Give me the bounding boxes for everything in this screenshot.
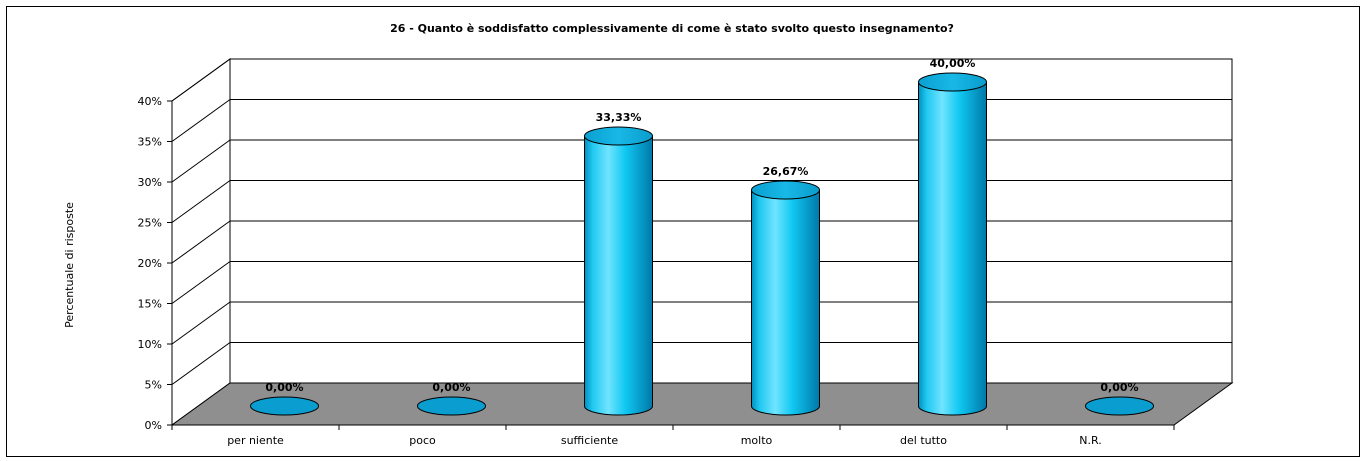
gridline-side	[171, 99, 231, 142]
data-label: 26,67%	[763, 165, 809, 178]
y-tick-label: 35%	[138, 136, 162, 149]
bar-3	[751, 189, 820, 416]
gridline-side	[171, 180, 231, 223]
bar-0	[250, 396, 319, 416]
bar-4	[918, 81, 987, 416]
x-tick-label: molto	[741, 434, 773, 447]
x-axis-ticks: per niente poco sufficiente molto del tutto N…	[171, 424, 1175, 447]
floor-plane	[170, 382, 1234, 426]
y-tick-label: 0%	[145, 419, 162, 432]
data-label: 33,33%	[596, 111, 642, 124]
bar-2	[584, 135, 653, 416]
y-tick-label: 25%	[138, 217, 162, 230]
x-tick-label: per niente	[227, 434, 284, 447]
data-label: 0,00%	[1100, 381, 1138, 394]
chart-floor	[170, 382, 1234, 426]
x-tick-label: N.R.	[1079, 434, 1101, 447]
y-tick-label: 40%	[138, 95, 162, 108]
gridline-side	[171, 220, 231, 264]
y-tick-label: 30%	[138, 176, 162, 189]
data-label: 0,00%	[432, 381, 470, 394]
y-tick-label: 10%	[138, 338, 162, 351]
bar-top-2	[584, 126, 653, 146]
y-tick-label: 20%	[138, 257, 162, 270]
gridline-side	[171, 139, 231, 183]
data-labels: 0,00% 0,00% 33,33% 26,67% 40,00% 0,00%	[265, 57, 1138, 394]
y-tick-label: 15%	[138, 298, 162, 311]
y-axis-label: Percentuale di risposte	[63, 202, 76, 328]
data-label: 40,00%	[930, 57, 976, 70]
gridline-side	[171, 58, 231, 102]
bar-1	[417, 396, 486, 416]
gridlines	[171, 58, 1232, 385]
x-tick-label: sufficiente	[561, 434, 618, 447]
y-axis-ticks: 0% 5% 10% 15% 20% 25% 30% 35% 40%	[138, 95, 173, 432]
bar-top-4	[918, 72, 987, 92]
bar-top-3	[751, 180, 820, 200]
bars	[250, 72, 1154, 416]
gridline-side	[171, 261, 231, 304]
y-tick-label: 5%	[145, 379, 162, 392]
x-tick-label: del tutto	[900, 434, 947, 447]
gridline-side	[171, 301, 231, 345]
x-tick-label: poco	[409, 434, 436, 447]
chart-title: 26 - Quanto è soddisfatto complessivamen…	[390, 22, 954, 35]
gridline-side	[171, 342, 231, 385]
bar-5	[1085, 396, 1154, 416]
chart-walls	[171, 58, 1233, 426]
data-label: 0,00%	[265, 381, 303, 394]
